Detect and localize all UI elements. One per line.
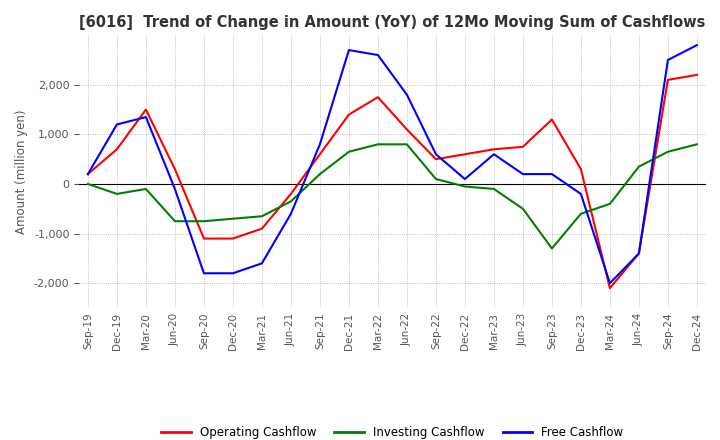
Investing Cashflow [431, 176, 440, 182]
Free Cashflow [142, 114, 150, 120]
Free Cashflow [402, 92, 411, 97]
Operating Cashflow [548, 117, 557, 122]
Free Cashflow [171, 186, 179, 191]
Free Cashflow [461, 176, 469, 182]
Free Cashflow [606, 281, 614, 286]
Operating Cashflow [518, 144, 527, 150]
Free Cashflow [258, 261, 266, 266]
Operating Cashflow [634, 251, 643, 256]
Y-axis label: Amount (million yen): Amount (million yen) [15, 110, 28, 234]
Free Cashflow [84, 172, 92, 177]
Operating Cashflow [345, 112, 354, 117]
Investing Cashflow [518, 206, 527, 212]
Title: [6016]  Trend of Change in Amount (YoY) of 12Mo Moving Sum of Cashflows: [6016] Trend of Change in Amount (YoY) o… [79, 15, 706, 30]
Operating Cashflow [258, 226, 266, 231]
Operating Cashflow [84, 172, 92, 177]
Line: Free Cashflow: Free Cashflow [88, 45, 697, 283]
Operating Cashflow [228, 236, 237, 241]
Free Cashflow [228, 271, 237, 276]
Operating Cashflow [112, 147, 121, 152]
Investing Cashflow [199, 219, 208, 224]
Investing Cashflow [634, 164, 643, 169]
Free Cashflow [431, 152, 440, 157]
Free Cashflow [634, 251, 643, 256]
Operating Cashflow [142, 107, 150, 112]
Investing Cashflow [374, 142, 382, 147]
Free Cashflow [518, 172, 527, 177]
Operating Cashflow [287, 191, 295, 197]
Operating Cashflow [577, 166, 585, 172]
Free Cashflow [490, 152, 498, 157]
Investing Cashflow [315, 172, 324, 177]
Investing Cashflow [112, 191, 121, 197]
Operating Cashflow [664, 77, 672, 82]
Investing Cashflow [664, 149, 672, 154]
Operating Cashflow [490, 147, 498, 152]
Operating Cashflow [171, 166, 179, 172]
Free Cashflow [112, 122, 121, 127]
Free Cashflow [693, 43, 701, 48]
Investing Cashflow [287, 199, 295, 204]
Operating Cashflow [461, 152, 469, 157]
Free Cashflow [199, 271, 208, 276]
Operating Cashflow [431, 157, 440, 162]
Operating Cashflow [606, 286, 614, 291]
Investing Cashflow [548, 246, 557, 251]
Operating Cashflow [315, 152, 324, 157]
Investing Cashflow [258, 213, 266, 219]
Investing Cashflow [693, 142, 701, 147]
Free Cashflow [577, 191, 585, 197]
Operating Cashflow [693, 72, 701, 77]
Free Cashflow [345, 48, 354, 53]
Investing Cashflow [142, 186, 150, 191]
Free Cashflow [315, 142, 324, 147]
Operating Cashflow [402, 127, 411, 132]
Investing Cashflow [228, 216, 237, 221]
Operating Cashflow [199, 236, 208, 241]
Investing Cashflow [577, 211, 585, 216]
Line: Operating Cashflow: Operating Cashflow [88, 75, 697, 288]
Operating Cashflow [374, 95, 382, 100]
Free Cashflow [374, 52, 382, 58]
Line: Investing Cashflow: Investing Cashflow [88, 144, 697, 249]
Legend: Operating Cashflow, Investing Cashflow, Free Cashflow: Operating Cashflow, Investing Cashflow, … [156, 422, 629, 440]
Investing Cashflow [84, 181, 92, 187]
Free Cashflow [287, 211, 295, 216]
Free Cashflow [664, 57, 672, 62]
Free Cashflow [548, 172, 557, 177]
Investing Cashflow [490, 186, 498, 191]
Investing Cashflow [606, 201, 614, 206]
Investing Cashflow [402, 142, 411, 147]
Investing Cashflow [171, 219, 179, 224]
Investing Cashflow [461, 184, 469, 189]
Investing Cashflow [345, 149, 354, 154]
